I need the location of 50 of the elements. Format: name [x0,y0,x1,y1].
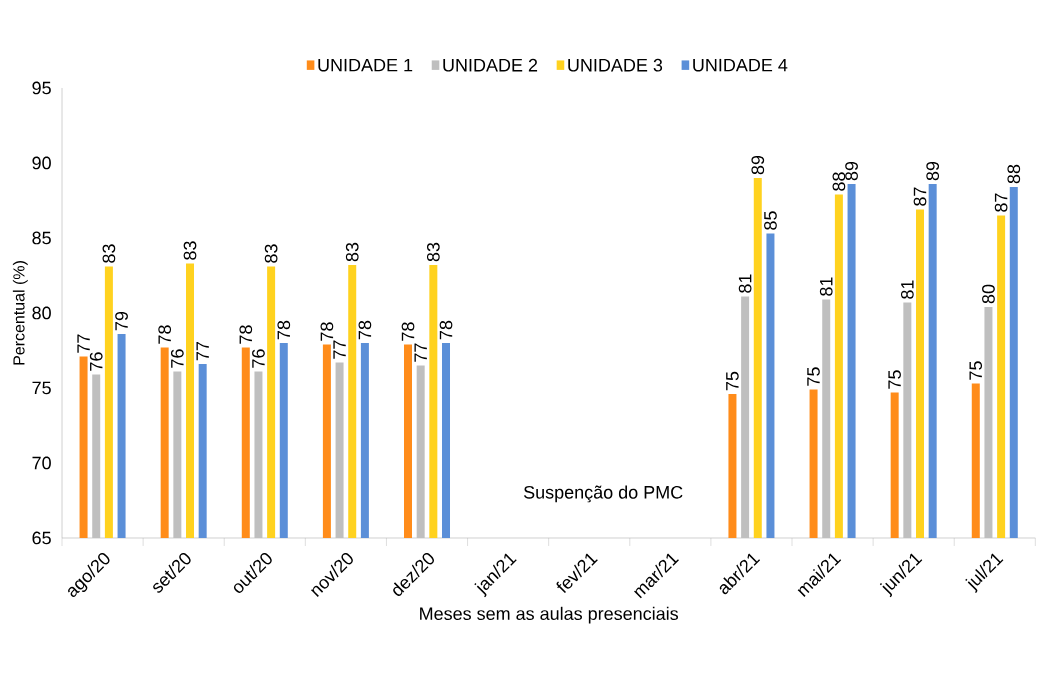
data-label: 87 [994,193,1008,212]
data-label: 83 [102,244,116,263]
data-label: 76 [89,352,103,371]
y-tick-label: 80 [32,306,51,320]
data-label: 75 [807,367,820,386]
data-label: 81 [900,280,914,299]
data-label: 81 [738,274,752,293]
data-label: 89 [926,161,940,181]
y-tick-label: 85 [32,231,51,245]
data-label: 80 [982,284,995,304]
data-label: 76 [170,349,184,368]
y-tick-label: 65 [32,531,51,545]
data-label: 78 [320,322,334,341]
data-label: 78 [239,325,253,344]
y-tick-label: 70 [32,456,51,470]
data-label: 75 [969,361,983,380]
data-label: 89 [845,161,858,181]
data-label: 77 [196,341,209,361]
y-tick-label: 90 [32,156,51,170]
y-tick-label: 95 [32,81,51,95]
y-axis-title: Percentual (%) [12,261,28,365]
data-label: 81 [819,277,833,296]
legend-label: UNIDADE 3 [568,58,663,72]
data-label: 76 [252,349,265,368]
data-label: 83 [426,242,440,262]
data-label: 88 [1007,164,1021,184]
legend-label: UNIDADE 1 [318,58,413,72]
legend-label: UNIDADE 4 [693,58,788,72]
data-label: 78 [358,320,372,340]
data-label: 78 [439,320,453,340]
data-label: 78 [158,325,172,344]
data-label: 77 [414,343,427,362]
annotation: Suspenção do PMC [523,485,683,503]
data-label: 79 [115,311,128,331]
data-label: 88 [832,172,846,191]
x-axis-title: Meses sem as aulas presenciais [420,606,679,624]
data-label: 89 [751,155,765,175]
data-label: 87 [913,187,927,206]
legend-label: UNIDADE 2 [443,58,538,72]
data-label: 75 [726,371,739,391]
data-label: 78 [401,322,415,341]
data-label: 85 [764,211,777,230]
data-label: 83 [264,244,278,263]
data-label: 78 [277,320,291,340]
data-label: 83 [345,242,359,262]
y-tick-label: 75 [32,381,51,395]
data-label: 77 [333,340,346,359]
data-label: 77 [77,334,90,353]
data-label: 75 [888,370,901,389]
data-label: 83 [183,241,197,260]
